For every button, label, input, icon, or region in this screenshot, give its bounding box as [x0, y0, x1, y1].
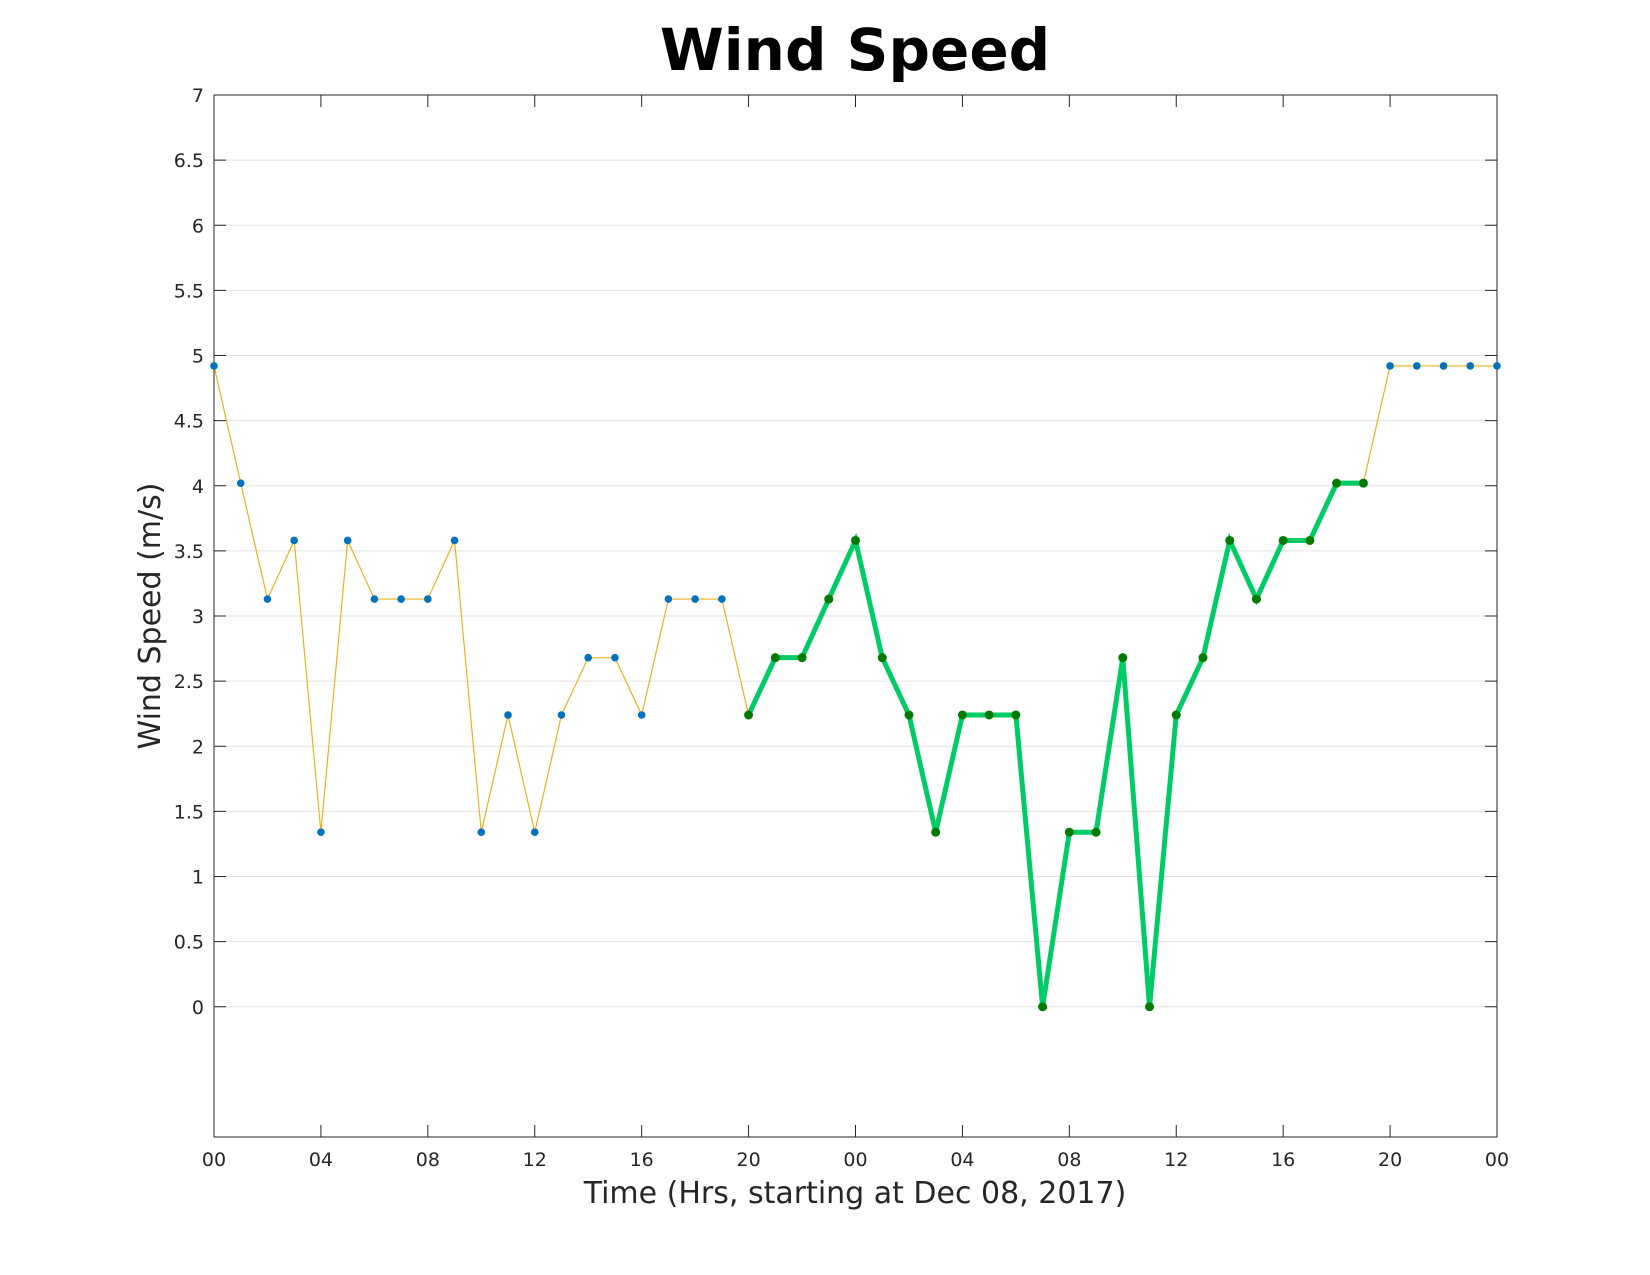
- series-0-point: [397, 595, 405, 603]
- series-1-point: [1171, 710, 1181, 720]
- y-tick-label: 3: [192, 606, 204, 628]
- series-0-line: [213, 365, 1497, 1007]
- x-tick-label: 04: [309, 1149, 333, 1171]
- x-axis-label: Time (Hrs, starting at Dec 08, 2017): [583, 1176, 1127, 1211]
- series-0-point: [290, 536, 298, 545]
- y-tick-label: 2.5: [174, 671, 204, 693]
- series-1-point: [957, 710, 967, 720]
- series-1-point: [1278, 535, 1288, 545]
- y-tick-label: 5.5: [174, 280, 204, 302]
- series-1-point: [744, 710, 754, 720]
- y-tick-label: 0: [192, 997, 204, 1019]
- series-0-point: [236, 479, 245, 487]
- y-tick-label: 1: [192, 867, 204, 889]
- x-tick-label: 16: [1271, 1149, 1295, 1171]
- series-0-point: [317, 828, 325, 837]
- y-tick-label: 7: [192, 85, 204, 107]
- series-1-point: [1332, 478, 1342, 488]
- series-0-point: [664, 595, 673, 603]
- series-0-point: [637, 711, 646, 719]
- series-0-point: [611, 653, 619, 662]
- series-1-line: [746, 480, 1364, 1008]
- series-1-point: [1358, 478, 1368, 488]
- series-0-point: [210, 362, 218, 370]
- grid-lines: [214, 159, 1497, 1008]
- x-tick-label: 08: [1057, 1149, 1081, 1171]
- series-0-point: [718, 595, 726, 603]
- x-tick-label: 20: [1378, 1149, 1402, 1171]
- x-tick-label: 00: [843, 1149, 867, 1171]
- x-tick-label: 00: [202, 1149, 226, 1171]
- series-1-point: [984, 710, 994, 720]
- series-0-point: [477, 828, 486, 837]
- series-0-point: [584, 653, 593, 662]
- series-1-point: [1038, 1002, 1048, 1012]
- y-axis-label: Wind Speed (m/s): [133, 483, 168, 750]
- series-1-point: [1091, 827, 1101, 837]
- series-0-point: [1386, 362, 1394, 370]
- series-0-point: [1466, 362, 1475, 370]
- x-tick-label: 12: [1164, 1149, 1188, 1171]
- series-0-point: [1493, 362, 1501, 370]
- series-1-point: [904, 710, 914, 720]
- series-1-point: [1064, 827, 1074, 837]
- series-1-point: [1145, 1002, 1155, 1012]
- y-tick-label: 6.5: [174, 150, 204, 172]
- y-tick-label: 6: [192, 215, 204, 237]
- y-tick-label: 1.5: [174, 801, 204, 823]
- series-0-point: [343, 536, 352, 545]
- axis-ticks: 0 0.5 1 1.5 2 2.5 3 3.5 4 4.5 5 5.5 6 6.5 7 00 04 08 12 16 2…: [174, 85, 1509, 1171]
- x-tick-label: 12: [523, 1149, 547, 1171]
- series-1-point: [1251, 594, 1261, 604]
- series-0-point: [370, 595, 379, 603]
- series-0-point: [1439, 362, 1448, 370]
- series-1-point: [797, 653, 807, 663]
- series-1-point: [1305, 535, 1315, 545]
- data-series: [210, 362, 1501, 1012]
- series-1-point: [1011, 710, 1021, 720]
- chart-title: Wind Speed: [660, 16, 1050, 84]
- series-0-point: [450, 536, 459, 545]
- series-0-point: [691, 595, 699, 603]
- series-1-point: [1225, 535, 1235, 545]
- x-tick-label: 08: [416, 1149, 440, 1171]
- series-0-point: [1413, 362, 1421, 370]
- x-tick-label: 00: [1485, 1149, 1509, 1171]
- x-tick-label: 16: [630, 1149, 654, 1171]
- y-tick-label: 5: [192, 346, 204, 368]
- series-1-point: [877, 653, 887, 663]
- x-tick-label: 20: [736, 1149, 760, 1171]
- series-0-point: [557, 711, 566, 719]
- series-0-point: [504, 711, 512, 719]
- series-1-point: [851, 535, 860, 545]
- y-tick-label: 4.5: [174, 411, 204, 433]
- y-tick-label: 4: [192, 476, 204, 498]
- series-1-point: [1118, 653, 1128, 663]
- y-tick-label: 2: [192, 736, 204, 758]
- series-1-point: [824, 594, 834, 604]
- x-tick-label: 04: [950, 1149, 974, 1171]
- y-tick-label: 3.5: [174, 541, 204, 563]
- series-1-point: [770, 653, 780, 663]
- y-tick-label: 0.5: [174, 932, 204, 954]
- series-1-point: [931, 827, 941, 837]
- series-0-point: [263, 595, 272, 603]
- series-0-point: [424, 595, 432, 603]
- series-0-point: [530, 828, 539, 837]
- series-1-point: [1198, 653, 1208, 663]
